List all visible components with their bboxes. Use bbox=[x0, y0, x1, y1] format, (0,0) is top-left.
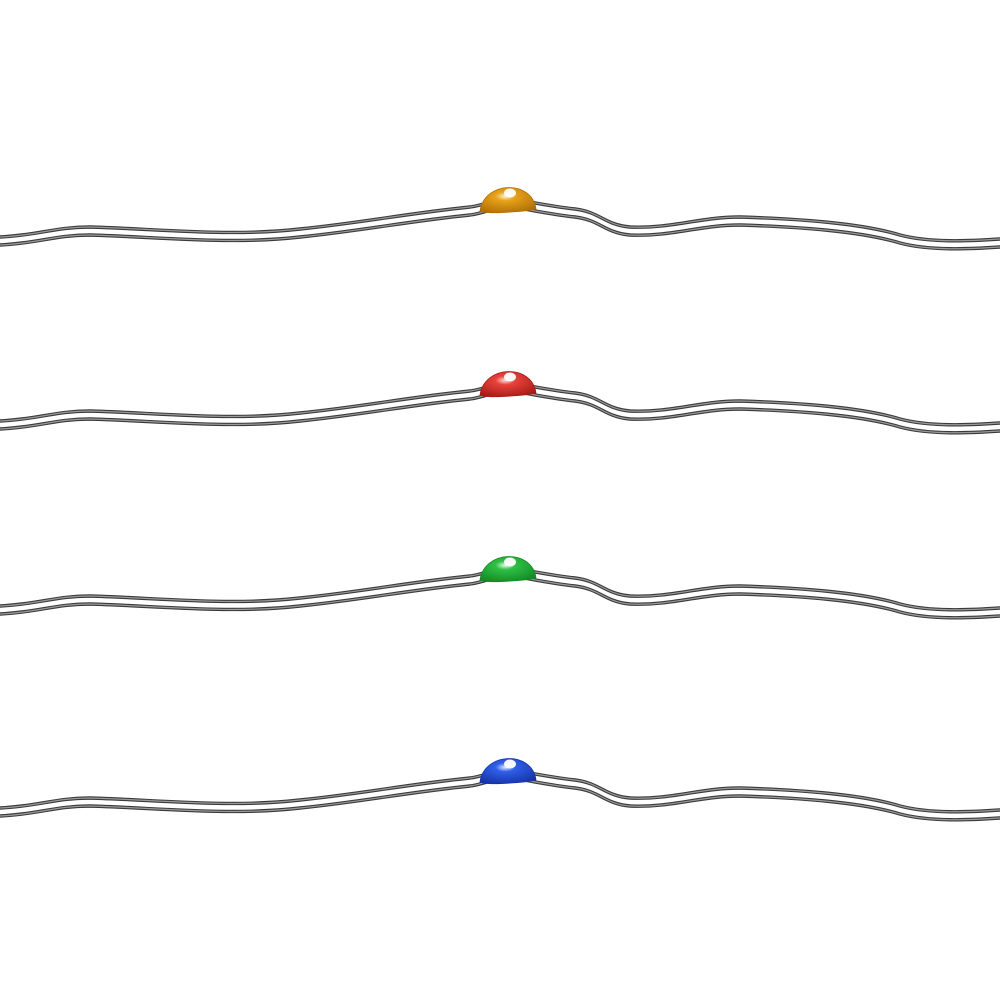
red-led-strand bbox=[0, 371, 1000, 435]
wire-highlight bbox=[0, 575, 1000, 619]
wire-strand-2 bbox=[0, 776, 1000, 822]
amber-led-strand bbox=[0, 187, 1000, 251]
wire-highlight bbox=[0, 390, 1000, 434]
led-glow bbox=[504, 759, 516, 769]
led-glow bbox=[504, 557, 516, 567]
led-bulb bbox=[479, 758, 537, 785]
wire-strand-2 bbox=[0, 574, 1000, 620]
strands-layer bbox=[0, 187, 1000, 822]
wire-highlight bbox=[0, 206, 1000, 250]
led-bulb bbox=[479, 556, 537, 583]
led-glow bbox=[504, 372, 516, 382]
green-led-strand bbox=[0, 556, 1000, 620]
wire-highlight bbox=[0, 777, 1000, 821]
led-bulb bbox=[479, 187, 537, 214]
wire-strand-2 bbox=[0, 205, 1000, 251]
led-glow bbox=[504, 188, 516, 198]
blue-led-strand bbox=[0, 758, 1000, 822]
wire-strand-2 bbox=[0, 389, 1000, 435]
led-bulb bbox=[479, 371, 537, 398]
